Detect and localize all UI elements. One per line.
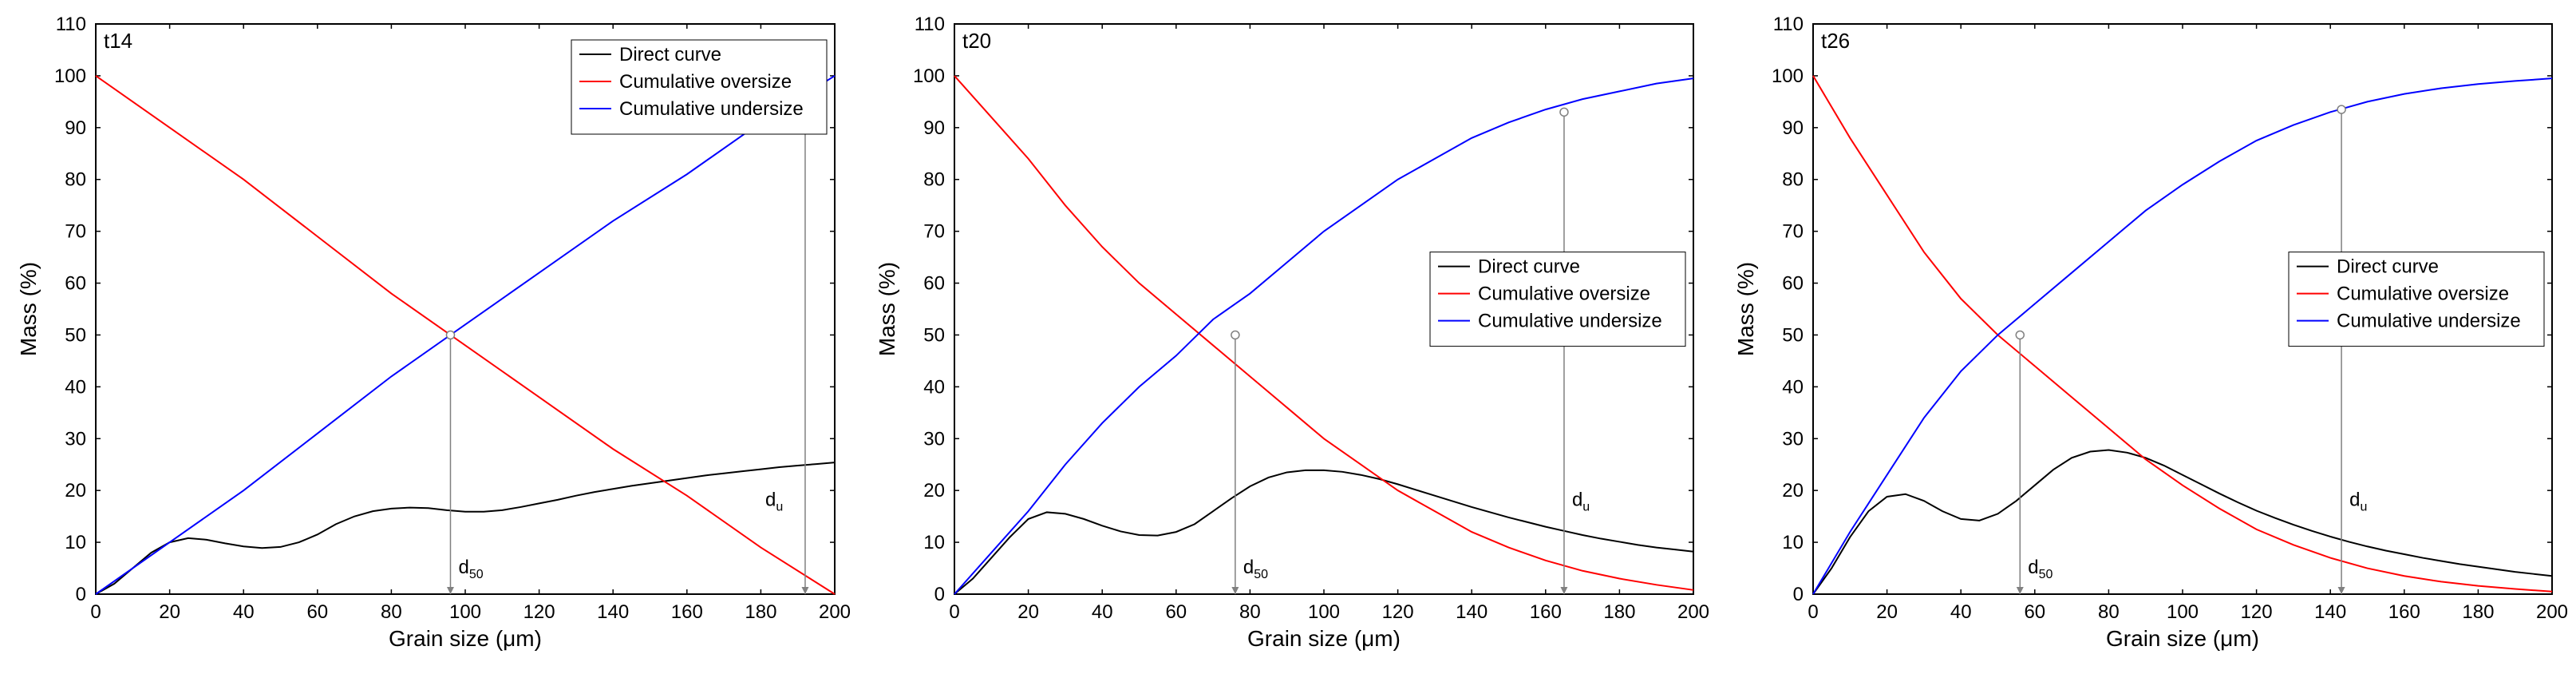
x-tick-label: 200 [1677,601,1709,623]
legend: Direct curve Cumulative oversize Cumulativ… [1430,252,1685,347]
legend-label: Cumulative undersize [2337,311,2521,332]
y-tick-label: 70 [65,221,86,243]
du-marker [2337,105,2345,113]
x-tick-label: 140 [1456,601,1488,623]
legend-label: Cumulative oversize [1478,283,1650,305]
x-tick-label: 140 [597,601,629,623]
x-tick-label: 180 [1603,601,1635,623]
panel-title: t26 [1821,29,1850,53]
y-tick-label: 70 [1782,221,1804,243]
x-tick-label: 180 [2462,601,2494,623]
y-tick-label: 80 [65,169,86,191]
legend-label: Cumulative undersize [1478,311,1662,332]
y-tick-label: 60 [923,273,945,295]
legend-label: Direct curve [1478,256,1580,278]
y-tick-label: 10 [1782,532,1804,553]
d50-marker [446,331,454,339]
y-tick-label: 60 [1782,273,1804,295]
x-tick-label: 80 [381,601,402,623]
y-tick-label: 30 [923,428,945,450]
x-tick-label: 40 [1950,601,1972,623]
x-tick-label: 100 [449,601,481,623]
chart-panel: 0 20 40 60 80 100 120 140 160 180 200 0 10 20 30 40 50 60… [867,8,1709,666]
y-tick-label: 30 [1782,428,1804,450]
panel-title: t14 [104,29,132,53]
du-marker [1560,108,1568,116]
chart-panel: 0 20 40 60 80 100 120 140 160 180 200 0 10 20 30 40 50 60… [1725,8,2568,666]
y-tick-label: 20 [923,480,945,502]
x-tick-label: 0 [90,601,101,623]
x-tick-label: 80 [2098,601,2120,623]
y-tick-label: 0 [76,584,86,605]
x-tick-label: 160 [2388,601,2420,623]
y-axis-label: Mass (%) [16,262,41,356]
y-tick-label: 90 [1782,117,1804,139]
y-tick-label: 100 [913,65,945,87]
y-axis-label: Mass (%) [1733,262,1758,356]
x-axis-label: Grain size (μm) [1247,626,1401,651]
x-tick-label: 20 [1876,601,1898,623]
x-tick-label: 100 [2167,601,2199,623]
chart-panel: 0 20 40 60 80 100 120 140 160 180 200 0 10 20 30 40 50 60… [8,8,851,666]
x-tick-label: 60 [306,601,328,623]
y-tick-label: 80 [923,169,945,191]
y-tick-label: 90 [923,117,945,139]
x-tick-label: 140 [2314,601,2346,623]
x-tick-label: 20 [1017,601,1039,623]
x-axis-label: Grain size (μm) [389,626,542,651]
y-tick-label: 40 [1782,376,1804,398]
y-tick-label: 70 [923,221,945,243]
y-tick-label: 110 [1773,14,1804,35]
y-tick-label: 100 [1772,65,1804,87]
y-tick-label: 100 [54,65,86,87]
legend-label: Direct curve [2337,256,2439,278]
y-tick-label: 20 [65,480,86,502]
x-tick-label: 120 [1382,601,1414,623]
y-tick-label: 30 [65,428,86,450]
y-tick-label: 80 [1782,169,1804,191]
x-tick-label: 160 [1530,601,1562,623]
x-tick-label: 100 [1308,601,1340,623]
panels-row: 0204060801001201401601802000102030405060… [8,8,2568,666]
y-tick-label: 60 [65,273,86,295]
legend-label: Cumulative oversize [619,71,792,93]
x-tick-label: 80 [1239,601,1261,623]
y-tick-label: 50 [65,324,86,346]
y-tick-label: 40 [65,376,86,398]
x-tick-label: 120 [523,601,555,623]
legend-label: Direct curve [619,44,721,65]
legend: Direct curve Cumulative oversize Cumulativ… [571,40,827,134]
x-axis-label: Grain size (μm) [2106,626,2259,651]
y-tick-label: 10 [923,532,945,553]
y-tick-label: 50 [1782,324,1804,346]
x-tick-label: 20 [159,601,180,623]
y-tick-label: 20 [1782,480,1804,502]
x-tick-label: 200 [819,601,851,623]
legend: Direct curve Cumulative oversize Cumulativ… [2289,252,2544,347]
x-tick-label: 40 [1092,601,1113,623]
y-tick-label: 50 [923,324,945,346]
d50-marker [1231,331,1239,339]
y-tick-label: 0 [1793,584,1804,605]
x-tick-label: 0 [1808,601,1818,623]
y-tick-label: 40 [923,376,945,398]
y-axis-label: Mass (%) [875,262,899,356]
d50-marker [2016,331,2024,339]
x-tick-label: 40 [233,601,255,623]
x-tick-label: 60 [2024,601,2045,623]
legend-label: Cumulative undersize [619,98,804,120]
x-tick-label: 160 [671,601,703,623]
x-tick-label: 0 [949,601,959,623]
x-tick-label: 180 [745,601,776,623]
panel-title: t20 [962,29,991,53]
x-tick-label: 60 [1165,601,1187,623]
y-tick-label: 10 [65,532,86,553]
y-tick-label: 0 [934,584,945,605]
x-tick-label: 120 [2241,601,2273,623]
y-tick-label: 110 [56,14,86,35]
y-tick-label: 110 [915,14,945,35]
legend-label: Cumulative oversize [2337,283,2509,305]
y-tick-label: 90 [65,117,86,139]
x-tick-label: 200 [2536,601,2568,623]
